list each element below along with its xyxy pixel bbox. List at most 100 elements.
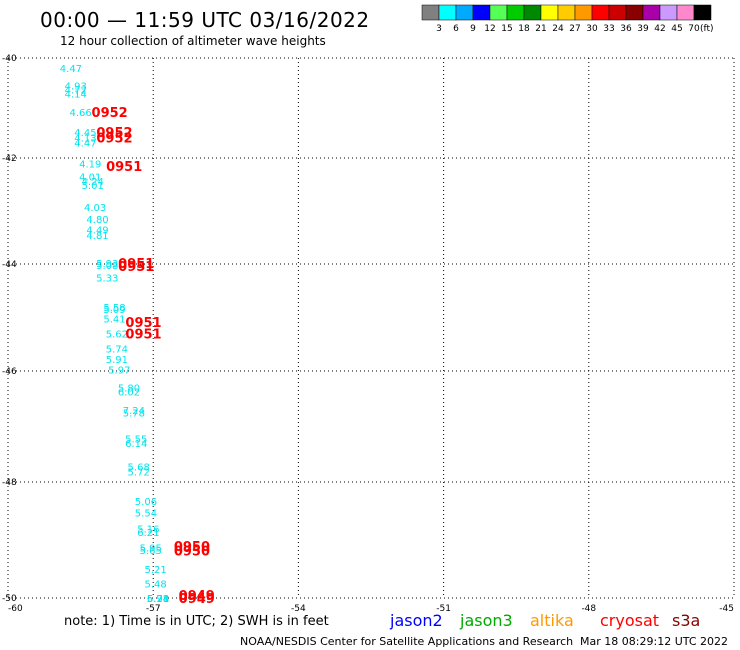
wave-height-label: 4.93: [65, 82, 87, 93]
time-label: 0949: [179, 592, 215, 607]
colorbar-swatch: [574, 4, 593, 21]
time-label: 0949: [179, 589, 215, 604]
colorbar-swatch: [472, 4, 491, 21]
footer-timestamp: Mar 18 08:29:12 UTC 2022: [580, 635, 728, 648]
time-label: 0951: [118, 260, 154, 275]
time-label: 0950: [174, 540, 210, 555]
wave-height-label: 5.01: [82, 181, 104, 192]
footer-note: note: 1) Time is in UTC; 2) SWH is in fe…: [64, 614, 329, 629]
colorbar-swatch: [676, 4, 695, 21]
colorbar-swatch: [608, 4, 627, 21]
time-label: 0952: [96, 132, 132, 147]
wave-height-label: 4.47: [74, 139, 96, 150]
colorbar-swatch: [489, 4, 508, 21]
grid: [7, 57, 735, 599]
colorbar-swatch: [693, 4, 712, 21]
wave-height-label: 7.24: [123, 406, 145, 417]
time-label: 0951: [125, 316, 161, 331]
y-tick-label: -42: [2, 154, 17, 164]
x-tick-label: -51: [436, 604, 451, 614]
wave-height-label: 5.54: [135, 509, 157, 520]
colorbar-swatch: [591, 4, 610, 21]
colorbar-label: 9: [470, 24, 476, 34]
colorbar-label: 42: [654, 24, 665, 34]
wave-height-label: 6.14: [125, 439, 147, 450]
wave-height-label: 4.66: [69, 108, 91, 119]
y-tick-label: -44: [2, 260, 17, 270]
time-label: 0952: [96, 126, 132, 141]
wave-height-labels: 4.474.934.724.144.664.454.134.474.194.01…: [60, 64, 169, 605]
y-tick-label: -48: [2, 478, 17, 488]
colorbar-swatch: [642, 4, 661, 21]
colorbar-label: 6: [453, 24, 459, 34]
time-label: 0950: [174, 544, 210, 559]
wave-height-label: 4.01: [79, 173, 101, 184]
time-label: 0951: [118, 257, 154, 272]
colorbar-swatch: [455, 4, 474, 21]
wave-height-label: 4.14: [65, 90, 87, 101]
satellite-legend-jason3: jason3: [459, 611, 513, 630]
wave-height-label: 4.80: [86, 215, 108, 226]
colorbar-swatch: [540, 4, 559, 21]
wave-height-label: 4.13: [74, 134, 96, 145]
wave-height-label: 4.72: [65, 86, 87, 97]
y-tick-label: -46: [2, 367, 17, 377]
wave-height-label: 5.94: [147, 594, 169, 605]
colorbar-label: 3: [436, 24, 442, 34]
satellite-legend-jason2: jason2: [389, 611, 443, 630]
colorbar-legend: 3 6 9 12 15 18 21 24 27 30 33 36 39 42 45 70 (ft): [421, 4, 714, 34]
wave-height-label: 5.74: [106, 345, 128, 356]
wave-height-label: 5.55: [125, 435, 147, 446]
satellite-legend-cryosat: cryosat: [600, 611, 659, 630]
satellite-legend-altika: altika: [530, 611, 574, 630]
time-label: 0951: [125, 328, 161, 343]
wave-height-label: 5.78: [123, 409, 145, 420]
colorbar-label: 36: [620, 24, 632, 34]
wave-height-label: 5.93: [96, 259, 118, 270]
wave-height-label: 5.06: [135, 497, 157, 508]
wave-height-label: 5.58: [103, 303, 125, 314]
colorbar-label: 15: [501, 24, 512, 34]
y-tick-label: -50: [2, 594, 17, 604]
colorbar-swatch: [625, 4, 644, 21]
satellite-legend: jason2 jason3 altika cryosat s3a: [389, 611, 700, 630]
wave-height-label: 5.48: [144, 580, 166, 591]
y-tick-label: -40: [2, 54, 17, 64]
wave-height-label: 5.72: [128, 467, 150, 478]
wave-height-label: 5.21: [144, 565, 166, 576]
wave-height-label: 6.21: [137, 528, 159, 539]
wave-height-label: 4.24: [82, 177, 104, 188]
time-labels: 0952095209520951095109510951095109500950…: [92, 106, 215, 607]
wave-height-label: 5.65: [140, 546, 162, 557]
x-tick-label: -57: [146, 604, 161, 614]
wave-height-label: 4.47: [60, 64, 82, 75]
wave-height-label: 5.33: [96, 273, 118, 284]
wave-height-label: 4.45: [74, 128, 96, 139]
colorbar-label: 70: [688, 24, 700, 34]
time-label: 0951: [106, 160, 142, 175]
colorbar-swatch: [421, 4, 440, 21]
colorbar-label: 18: [518, 24, 530, 34]
wave-height-label: 5.71: [147, 594, 169, 605]
colorbar-swatch: [557, 4, 576, 21]
satellite-legend-s3a: s3a: [672, 611, 700, 630]
colorbar-label: 33: [603, 24, 614, 34]
chart-title: 00:00 — 11:59 UTC 03/16/2022: [40, 8, 370, 32]
x-tick-label: -54: [291, 604, 306, 614]
x-tick-label: -48: [581, 604, 596, 614]
wave-height-label: 4.03: [84, 203, 106, 214]
colorbar-unit: (ft): [700, 24, 714, 34]
x-axis-ticks: -60 -57 -54 -51 -48 -45: [8, 604, 734, 614]
wave-height-label: 4.49: [86, 226, 108, 237]
colorbar-label: 30: [586, 24, 598, 34]
wave-height-label: 5.62: [106, 330, 128, 341]
colorbar-label: 21: [535, 24, 546, 34]
chart-subtitle: 12 hour collection of altimeter wave hei…: [60, 34, 326, 48]
wave-height-label: 5.91: [106, 355, 128, 366]
wave-height-label: 5.08: [96, 261, 118, 272]
colorbar-label: 12: [484, 24, 495, 34]
x-tick-label: -60: [8, 604, 23, 614]
wave-height-label: 6.02: [118, 388, 140, 399]
wave-height-label: 5.09: [103, 305, 125, 316]
wave-height-label: 5.16: [137, 524, 159, 535]
